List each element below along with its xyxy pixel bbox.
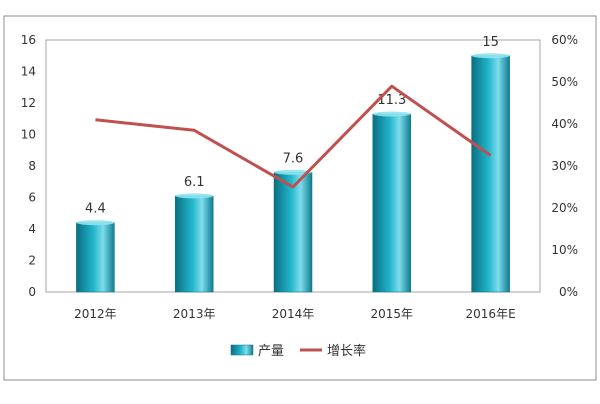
right-axis-tick: 50% [551,75,578,89]
left-axis-tick: 10 [21,128,36,142]
x-axis-category-label: 2015年 [371,307,414,321]
right-axis-tick: 40% [551,117,578,131]
left-axis-tick: 0 [28,285,36,299]
right-axis-tick: 0% [559,285,578,299]
bar [174,195,214,293]
bar-data-label: 15 [482,35,499,50]
bar [372,113,412,293]
bar-data-label: 4.4 [85,202,106,217]
x-axis-category-label: 2016年E [466,307,516,321]
bar-data-label: 6.1 [184,175,205,190]
bar-top-highlight [76,220,115,226]
left-axis-tick: 6 [28,191,36,205]
x-axis-category-label: 2013年 [173,307,216,321]
bar [273,172,313,293]
left-axis-tick: 4 [28,222,36,236]
left-axis-tick: 14 [21,65,36,79]
legend-bar-label: 产量 [258,344,284,359]
legend: 产量 增长率 [230,343,366,359]
legend-bar-swatch [230,344,254,356]
x-axis-category-label: 2014年 [272,307,315,321]
legend-line-label: 增长率 [327,343,366,359]
bar [471,55,510,293]
bar-data-label: 7.6 [283,151,304,166]
bar-top-highlight [274,169,312,175]
right-axis-tick: 20% [551,201,578,215]
bar-top-highlight [471,53,510,59]
right-axis-tick: 60% [551,33,578,47]
left-axis-tick: 8 [28,159,36,173]
right-axis-tick: 10% [551,243,578,257]
left-axis-tick: 2 [28,254,36,268]
left-axis-tick: 16 [21,33,36,47]
bar-top-highlight [175,193,214,199]
bar-top-highlight [372,111,411,117]
bar [76,222,115,293]
x-axis-category-label: 2012年 [74,307,117,321]
right-axis-tick: 30% [551,159,578,173]
growth-rate-line [95,84,492,189]
bar-data-label: 11.3 [377,93,406,108]
left-axis-tick: 12 [21,96,36,110]
